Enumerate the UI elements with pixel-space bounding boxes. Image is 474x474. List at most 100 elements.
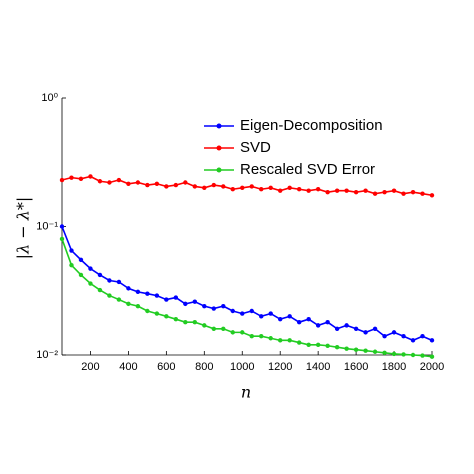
point	[382, 350, 387, 356]
point	[97, 179, 103, 184]
point	[429, 193, 435, 198]
point	[268, 185, 273, 191]
point	[401, 334, 406, 339]
point	[202, 303, 207, 309]
point	[183, 301, 188, 307]
point	[88, 174, 93, 179]
point	[59, 236, 65, 242]
point	[107, 293, 112, 298]
point	[429, 354, 435, 359]
point	[173, 316, 179, 322]
point	[173, 295, 179, 300]
point	[344, 323, 349, 328]
series-line	[61, 175, 433, 197]
point	[240, 185, 245, 191]
point	[278, 316, 283, 322]
point	[221, 326, 226, 331]
point	[429, 338, 435, 343]
point	[296, 340, 302, 345]
point	[202, 323, 207, 328]
point	[116, 177, 122, 183]
series-line	[61, 226, 433, 342]
point	[135, 303, 141, 309]
point	[126, 181, 131, 186]
point	[334, 326, 340, 331]
point	[240, 311, 245, 316]
x-tick-label: 1400	[306, 361, 330, 373]
point	[211, 182, 216, 188]
point	[78, 176, 84, 182]
point	[192, 299, 198, 304]
point	[173, 182, 179, 188]
point	[154, 181, 160, 186]
point	[344, 346, 349, 351]
point	[420, 191, 425, 196]
point	[296, 319, 302, 325]
point	[296, 187, 302, 192]
legend-text: Eigen-Decomposition	[240, 117, 383, 134]
point	[410, 338, 416, 343]
point	[278, 338, 283, 343]
point	[259, 314, 264, 319]
point	[325, 189, 330, 195]
point	[59, 177, 65, 183]
point	[88, 281, 93, 286]
point	[211, 326, 216, 331]
point	[107, 278, 112, 283]
point	[249, 184, 254, 189]
x-tick-label: 400	[119, 361, 137, 373]
x-tick-label: 1800	[382, 361, 406, 373]
point	[287, 314, 292, 319]
point	[268, 336, 273, 341]
point	[192, 319, 198, 325]
point	[315, 187, 321, 192]
legend-marker	[216, 167, 222, 173]
x-tick-label: 1200	[268, 361, 292, 373]
point	[420, 334, 425, 339]
point	[363, 348, 368, 353]
point	[126, 301, 131, 307]
point	[287, 185, 292, 191]
x-axis-label: n	[241, 383, 251, 402]
point	[183, 319, 188, 325]
point	[315, 342, 321, 348]
point	[306, 342, 311, 348]
point	[145, 182, 150, 188]
x-tick-label: 1600	[344, 361, 368, 373]
point	[164, 314, 169, 319]
point	[230, 330, 235, 335]
point	[78, 272, 84, 278]
point	[420, 353, 425, 358]
point	[107, 180, 112, 185]
point	[240, 330, 245, 335]
point	[135, 180, 141, 185]
point	[88, 266, 93, 271]
point	[391, 188, 397, 193]
point	[401, 352, 406, 357]
point	[69, 175, 74, 180]
point	[69, 248, 74, 253]
point	[145, 291, 150, 296]
point	[135, 289, 141, 295]
point	[278, 188, 283, 193]
point	[334, 188, 340, 193]
point	[221, 184, 226, 189]
point	[97, 272, 103, 278]
point	[183, 180, 188, 185]
x-tick-label: 800	[195, 361, 213, 373]
point	[202, 185, 207, 191]
point	[401, 191, 406, 196]
point	[372, 349, 378, 354]
y-tick-label: 10⁻¹	[36, 220, 58, 232]
point	[372, 191, 378, 196]
point	[154, 293, 160, 298]
point	[410, 189, 416, 195]
point	[391, 330, 397, 335]
point	[268, 311, 273, 316]
point	[164, 184, 169, 189]
x-tick-label: 200	[81, 361, 99, 373]
series-line	[61, 238, 433, 358]
point	[353, 347, 359, 352]
